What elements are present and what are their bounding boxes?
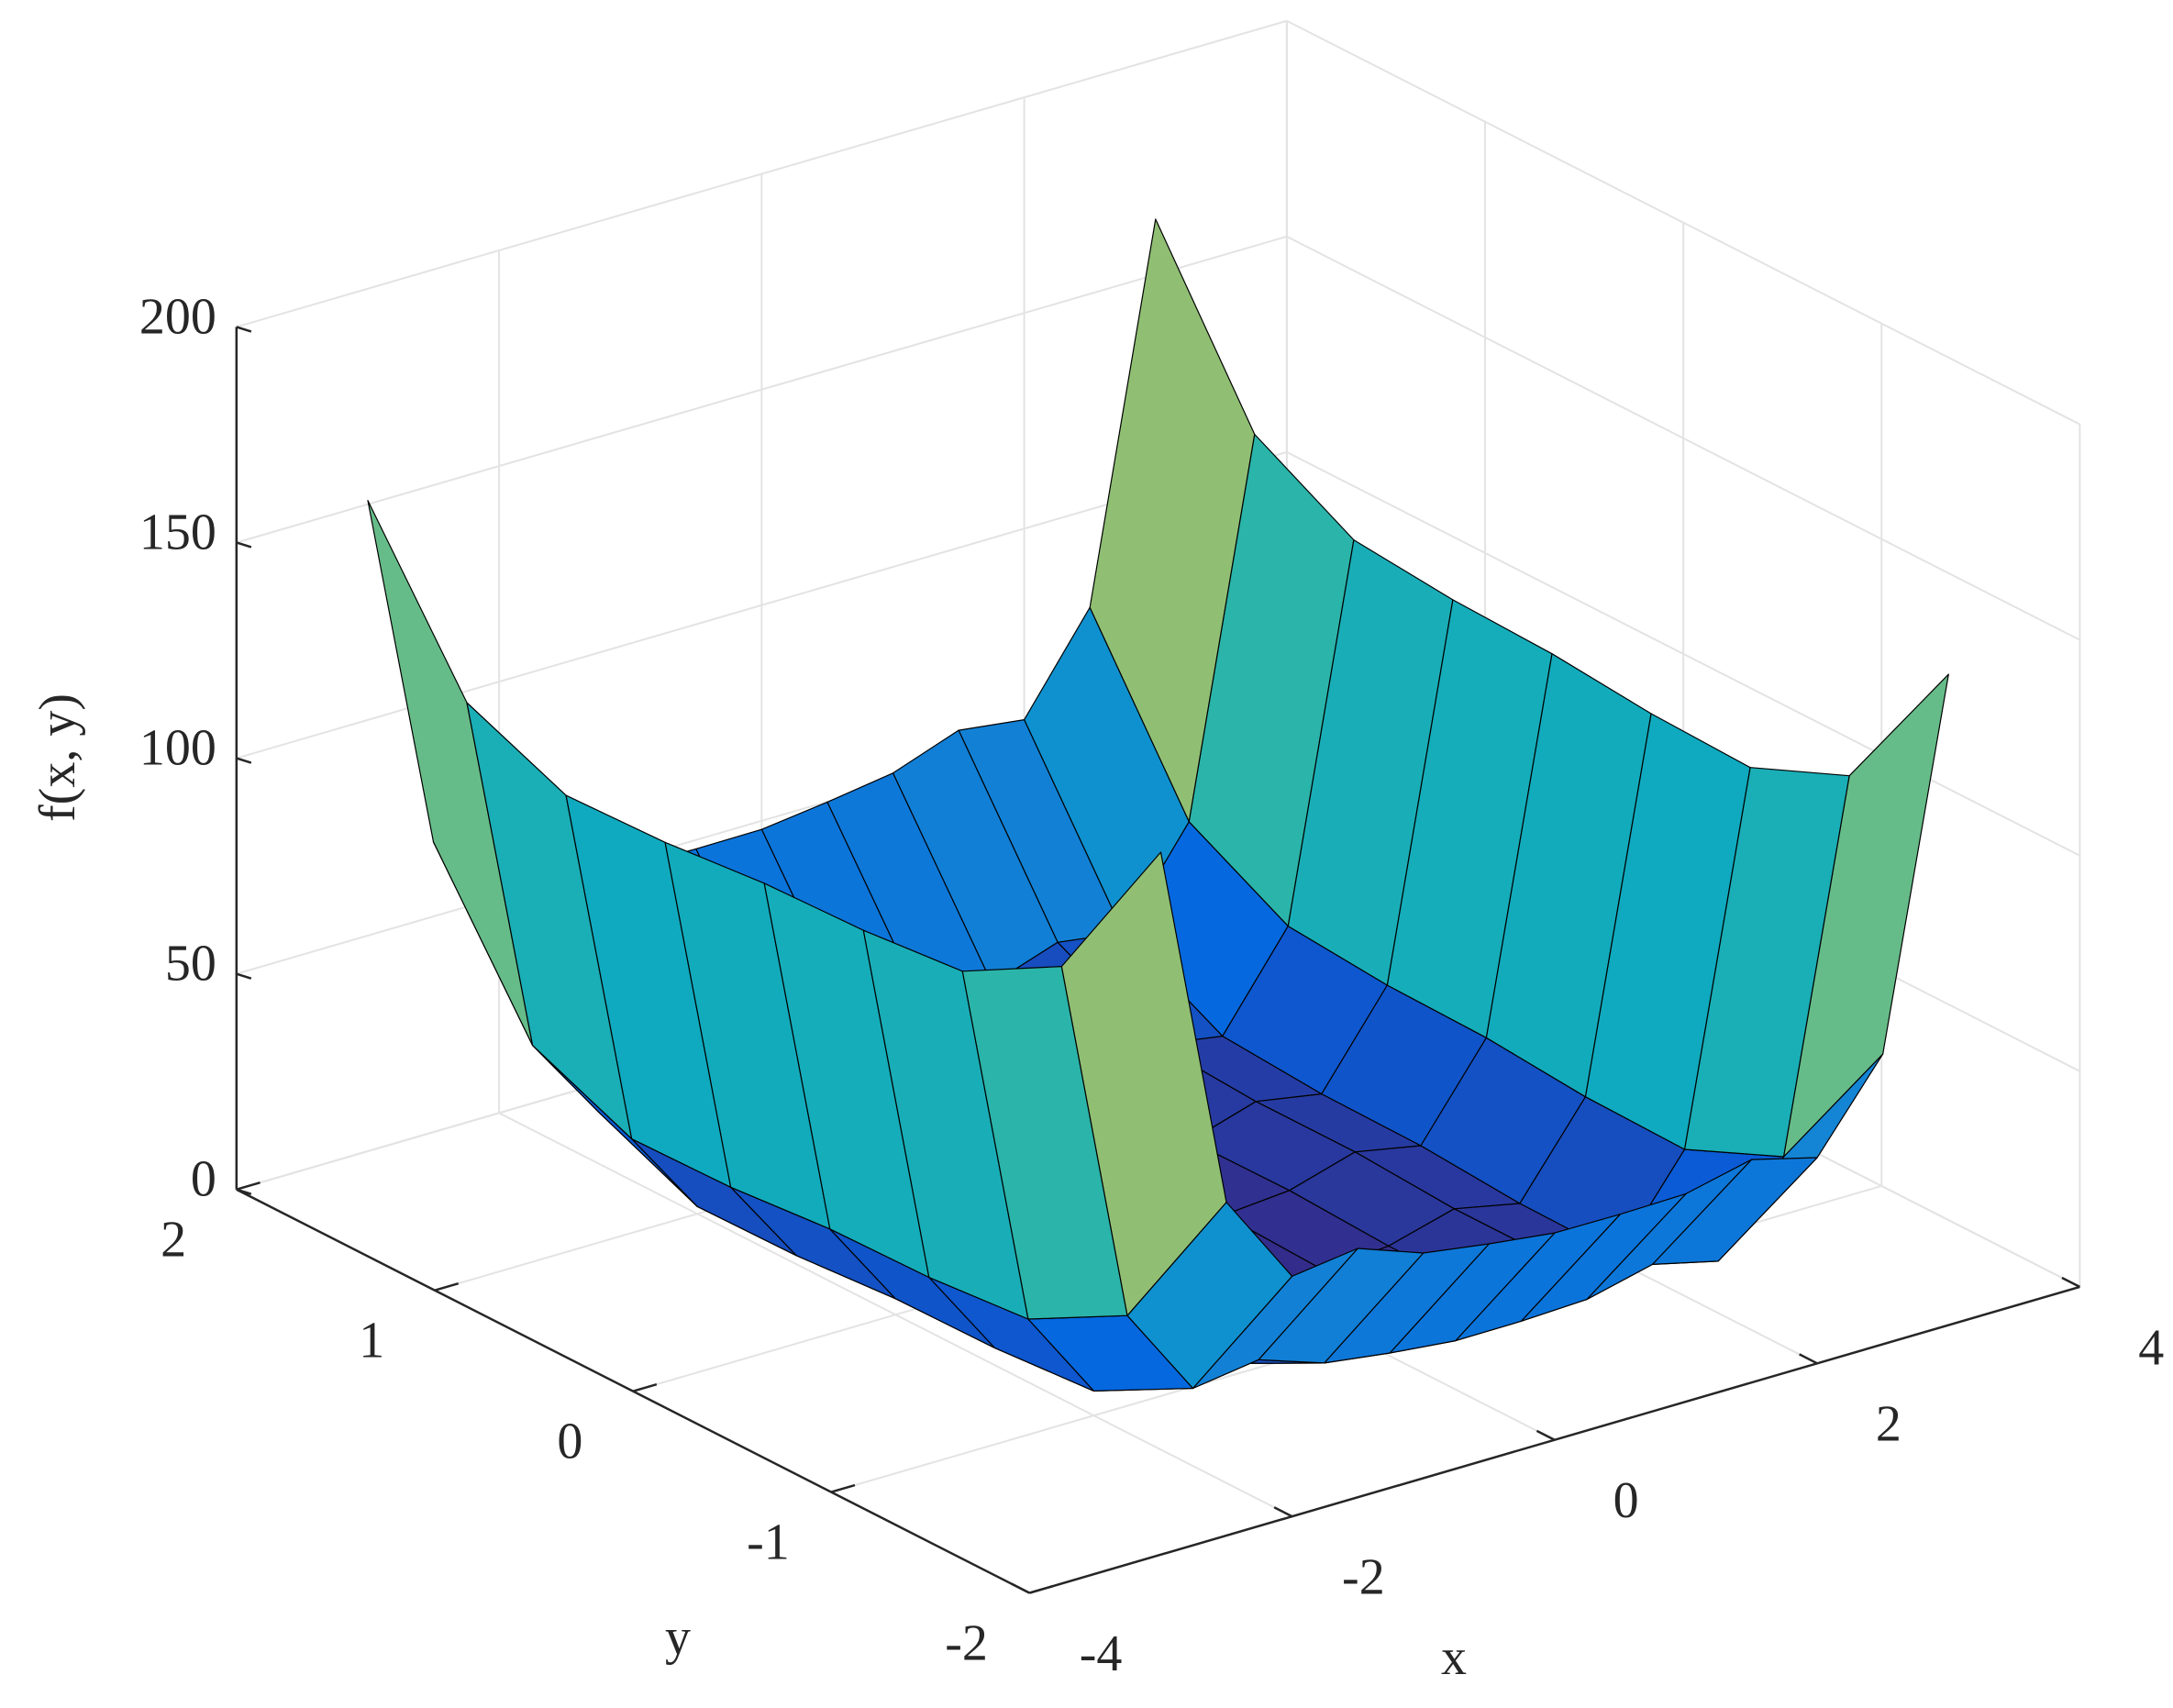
z-axis-label: f(x, y) (29, 693, 86, 822)
surface-patch (1782, 673, 1949, 1158)
x-tick (1273, 1506, 1293, 1518)
z-tick-label: 150 (139, 504, 216, 560)
y-tick (1028, 1584, 1054, 1594)
z-tick-label: 50 (165, 935, 216, 992)
grid-line (236, 235, 1288, 544)
z-tick (236, 1188, 252, 1195)
y-axis-label: y (665, 1609, 691, 1666)
grid-line (1286, 451, 2080, 857)
z-tick (236, 757, 252, 764)
x-tick (2061, 1276, 2080, 1289)
x-tick-label: 4 (2138, 1319, 2164, 1376)
z-tick (236, 326, 252, 333)
x-tick-label: -4 (1080, 1625, 1123, 1682)
y-tick (632, 1382, 658, 1392)
grid-line (1286, 235, 2080, 641)
z-tick-label: 0 (191, 1151, 216, 1208)
x-axis-label: x (1441, 1629, 1467, 1686)
surface-patch (1060, 851, 1227, 1316)
y-tick (830, 1483, 856, 1493)
grid-line (236, 19, 1288, 328)
surface (367, 218, 1949, 1392)
x-tick-label: 0 (1613, 1472, 1639, 1529)
y-tick-label: -1 (747, 1514, 790, 1570)
y-tick-label: 2 (161, 1212, 186, 1269)
x-tick (1799, 1353, 1818, 1365)
z-tick (236, 541, 252, 549)
z-tick-label: 100 (139, 719, 216, 776)
y-tick-label: 1 (359, 1313, 384, 1370)
x-tick (1536, 1429, 1556, 1441)
x-tick-label: 2 (1876, 1396, 1901, 1453)
y-tick (236, 1181, 261, 1191)
y-tick-label: -2 (945, 1614, 988, 1671)
x-tick (1011, 1582, 1030, 1594)
grid-line (1286, 19, 2080, 426)
z-tick-label: 200 (139, 288, 216, 345)
y-tick-label: 0 (557, 1414, 582, 1470)
x-tick-label: -2 (1342, 1549, 1385, 1606)
y-tick (434, 1281, 460, 1292)
z-tick (236, 972, 252, 980)
